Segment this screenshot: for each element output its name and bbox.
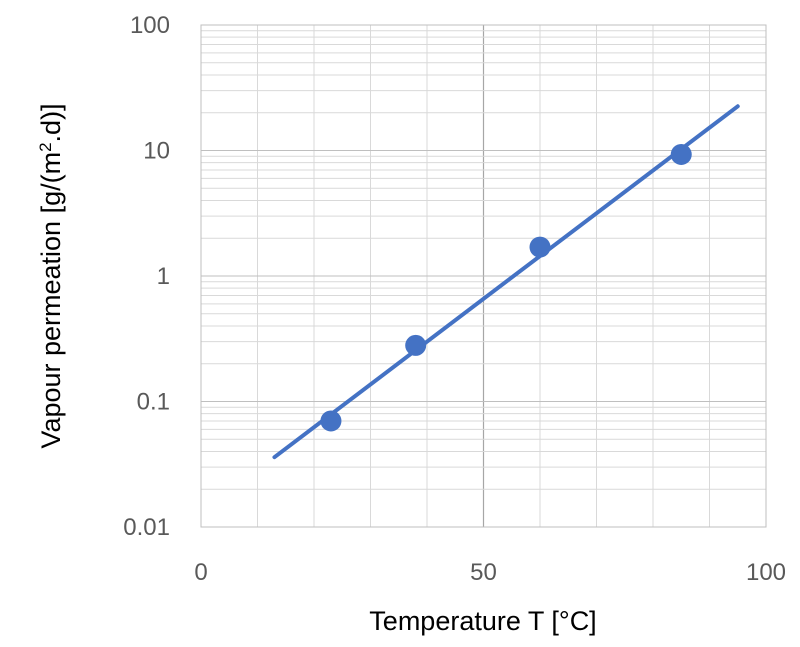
data-point — [320, 410, 342, 432]
y-tick-label: 1 — [157, 263, 170, 290]
y-axis-title-end: .d)] — [36, 103, 66, 142]
data-point — [405, 334, 427, 356]
y-tick-label: 0.01 — [123, 514, 170, 541]
y-axis-title-superscript: 2 — [36, 142, 55, 151]
y-axis-title: Vapour permeation [g/(m2.d)] — [36, 103, 67, 448]
data-point — [670, 143, 692, 165]
data-point — [529, 236, 551, 258]
y-axis-title-main: Vapour permeation [g/(m — [36, 152, 66, 449]
data-series — [272, 104, 740, 460]
trendline — [272, 104, 740, 460]
x-tick-label: 50 — [470, 559, 497, 586]
plot-area-border — [200, 24, 767, 528]
tick-labels: 0.01 0.1 1 10 100 0 50 100 — [123, 12, 786, 586]
x-tick-label: 0 — [194, 559, 207, 586]
grid — [201, 25, 766, 527]
y-tick-label: 100 — [130, 12, 170, 39]
x-axis-title: Temperature T [°C] — [369, 606, 596, 636]
y-tick-label: 0.1 — [137, 389, 170, 416]
x-tick-label: 100 — [746, 559, 786, 586]
y-tick-label: 10 — [143, 138, 170, 165]
